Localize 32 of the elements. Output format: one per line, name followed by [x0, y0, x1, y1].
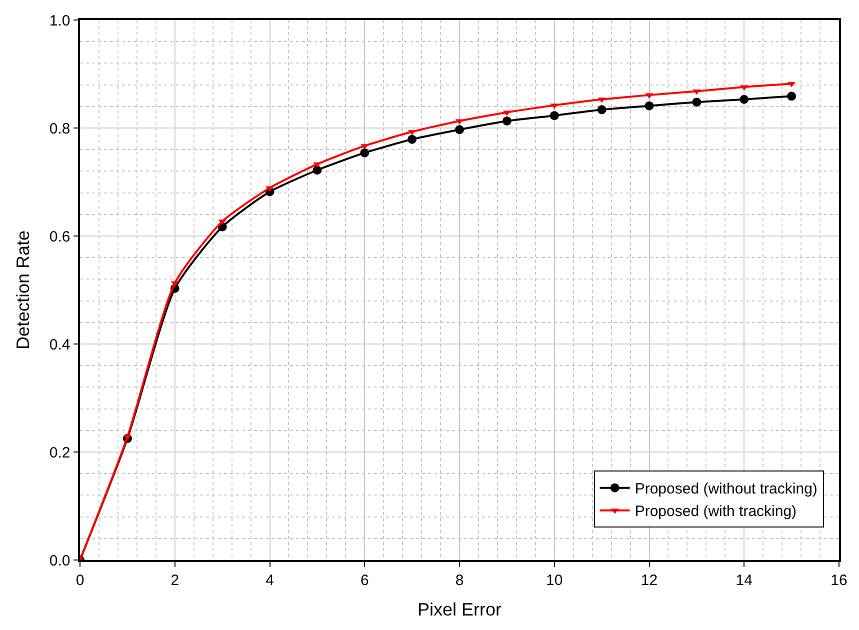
point: [455, 125, 464, 134]
y-tick-label: 0.0: [49, 552, 70, 570]
x-tick-label: 16: [830, 572, 848, 589]
y-tick-label: 0.2: [49, 444, 70, 462]
point: [408, 134, 417, 144]
point: [645, 93, 654, 99]
point: [692, 98, 702, 107]
x-tick-label: 4: [266, 572, 274, 589]
x-tick-label: 0: [76, 572, 84, 589]
legend-label: Proposed (with tracking): [634, 503, 797, 520]
point: [597, 105, 606, 114]
point: [360, 148, 370, 158]
x-tick-label: 8: [455, 572, 464, 589]
x-tick-label: 14: [736, 572, 752, 589]
y-tick-label: 0.6: [49, 228, 70, 246]
x-tick-label: 12: [640, 572, 658, 589]
x-tick-label: 10: [546, 572, 563, 589]
point: [550, 111, 559, 120]
x-tick-label: 2: [170, 572, 180, 589]
y-tick-label: 1.0: [49, 12, 70, 30]
point: [644, 101, 654, 110]
point: [312, 166, 322, 175]
y-tick-label: 0.8: [49, 120, 70, 138]
x-tick-label: 6: [360, 572, 369, 589]
y-axis-title: Detection Rate: [13, 230, 34, 350]
point: [740, 94, 749, 104]
point: [502, 116, 512, 126]
y-tick-label: 0.4: [49, 336, 70, 354]
x-axis-title: Pixel Error: [417, 599, 502, 620]
point: [787, 92, 796, 101]
point: [788, 82, 796, 88]
legend-label: Proposed (without tracking): [634, 480, 818, 498]
